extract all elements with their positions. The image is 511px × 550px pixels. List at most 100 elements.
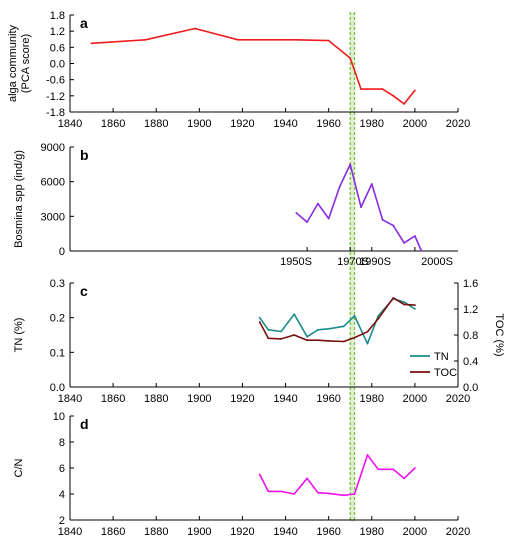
data-point xyxy=(267,328,270,331)
y2-tick-label: 1.2 xyxy=(463,304,478,316)
data-point xyxy=(360,88,362,90)
x-tick-label: 2020 xyxy=(446,118,470,130)
data-point xyxy=(327,339,330,342)
data-point xyxy=(327,492,330,495)
y-tick-label: -1.2 xyxy=(46,91,65,103)
y-tick-label: -1.8 xyxy=(46,107,65,119)
data-point xyxy=(403,477,406,480)
series-line-panel-b xyxy=(295,163,423,252)
y-tick-label: 0.0 xyxy=(50,59,65,71)
data-point xyxy=(327,217,330,220)
data-point xyxy=(306,339,309,342)
marker-band-fill xyxy=(350,12,355,522)
data-point xyxy=(316,328,319,331)
data-point xyxy=(403,303,406,306)
data-point xyxy=(327,39,330,42)
x-tick-label: 1900 xyxy=(187,118,211,130)
data-point xyxy=(293,334,296,336)
y-tick-label: 0.1 xyxy=(50,347,65,359)
data-point xyxy=(366,454,369,456)
x-tick-label: 1920 xyxy=(230,526,254,538)
data-point xyxy=(293,313,296,316)
data-point xyxy=(353,493,356,495)
x-tick-label: 1860 xyxy=(101,118,125,130)
x-tick-label: 2020 xyxy=(446,526,470,538)
y-tick-label: 2 xyxy=(59,515,65,527)
panel-letter: b xyxy=(80,147,89,163)
data-point xyxy=(392,94,395,97)
panel-letter: c xyxy=(80,283,88,299)
legend-label: TOC xyxy=(434,367,457,379)
series-line-panel-d xyxy=(258,454,416,497)
x-tick-label: 1900 xyxy=(187,526,211,538)
y-axis-title: alga community xyxy=(7,24,19,102)
x-tick-label: 1960 xyxy=(316,526,340,538)
data-point xyxy=(267,490,270,493)
data-point xyxy=(413,467,416,469)
y-tick-label: 9000 xyxy=(41,142,65,154)
data-point xyxy=(403,103,406,105)
x-tick-label: 1920 xyxy=(230,118,254,130)
y-tick-label: 4 xyxy=(59,489,65,501)
marker-band xyxy=(349,12,356,522)
y-tick-label: 1.8 xyxy=(50,10,65,22)
x-tick-label: 2000 xyxy=(403,526,427,538)
data-point xyxy=(366,330,369,333)
data-point xyxy=(258,316,261,319)
x-tick-label: 2000 xyxy=(403,393,427,405)
data-point xyxy=(349,163,352,166)
y2-tick-label: 1.6 xyxy=(463,278,478,290)
y-tick-label: 0 xyxy=(59,246,65,258)
x-tick-label: 1840 xyxy=(58,393,82,405)
y-tick-label: 10 xyxy=(53,411,65,423)
y2-axis-title: TOC (%) xyxy=(493,313,505,356)
y-tick-label: 1.2 xyxy=(50,26,65,38)
data-point xyxy=(90,42,93,45)
data-point xyxy=(316,202,319,205)
y-tick-label: 0.2 xyxy=(50,313,65,325)
x-tick-label: 1990S xyxy=(359,256,391,268)
data-point xyxy=(306,221,309,224)
data-point xyxy=(413,89,416,92)
data-point xyxy=(420,250,423,252)
y-tick-label: 3000 xyxy=(41,211,65,223)
data-point xyxy=(316,339,319,342)
data-point xyxy=(392,468,395,471)
y2-tick-label: 0.8 xyxy=(463,330,478,342)
x-tick-label: 1880 xyxy=(144,526,168,538)
data-point xyxy=(349,57,352,60)
data-point xyxy=(280,338,283,340)
x-tick-label: 1940 xyxy=(273,393,297,405)
y-axis-title: Bosmina spp (ind/g) xyxy=(13,150,25,248)
x-tick-label: 1860 xyxy=(101,393,125,405)
x-tick-label: 1940 xyxy=(273,118,297,130)
y-tick-label: 6000 xyxy=(41,177,65,189)
data-point xyxy=(353,315,356,317)
series-line-tn xyxy=(259,297,416,345)
data-point xyxy=(295,211,298,214)
y-tick-label: 0.6 xyxy=(50,42,65,54)
data-point xyxy=(403,242,406,244)
x-tick-label: 1950S xyxy=(280,256,312,268)
data-point xyxy=(267,337,270,340)
legend-label: TN xyxy=(434,351,449,363)
legend: TN TOC xyxy=(410,351,457,379)
data-point xyxy=(366,342,369,345)
data-point xyxy=(342,325,345,328)
x-tick-label: 1970S xyxy=(337,256,369,268)
x-tick-label: 1960 xyxy=(316,393,340,405)
data-point xyxy=(413,235,416,237)
data-point xyxy=(280,330,283,333)
x-tick-label: 1940 xyxy=(273,526,297,538)
data-point xyxy=(258,473,261,476)
x-tick-label: 1980 xyxy=(360,526,384,538)
x-tick-label: 1880 xyxy=(144,393,168,405)
data-point xyxy=(370,183,373,185)
x-tick-label: 1840 xyxy=(58,118,82,130)
y-axis-title: C/N xyxy=(13,458,25,477)
data-point xyxy=(353,336,356,339)
